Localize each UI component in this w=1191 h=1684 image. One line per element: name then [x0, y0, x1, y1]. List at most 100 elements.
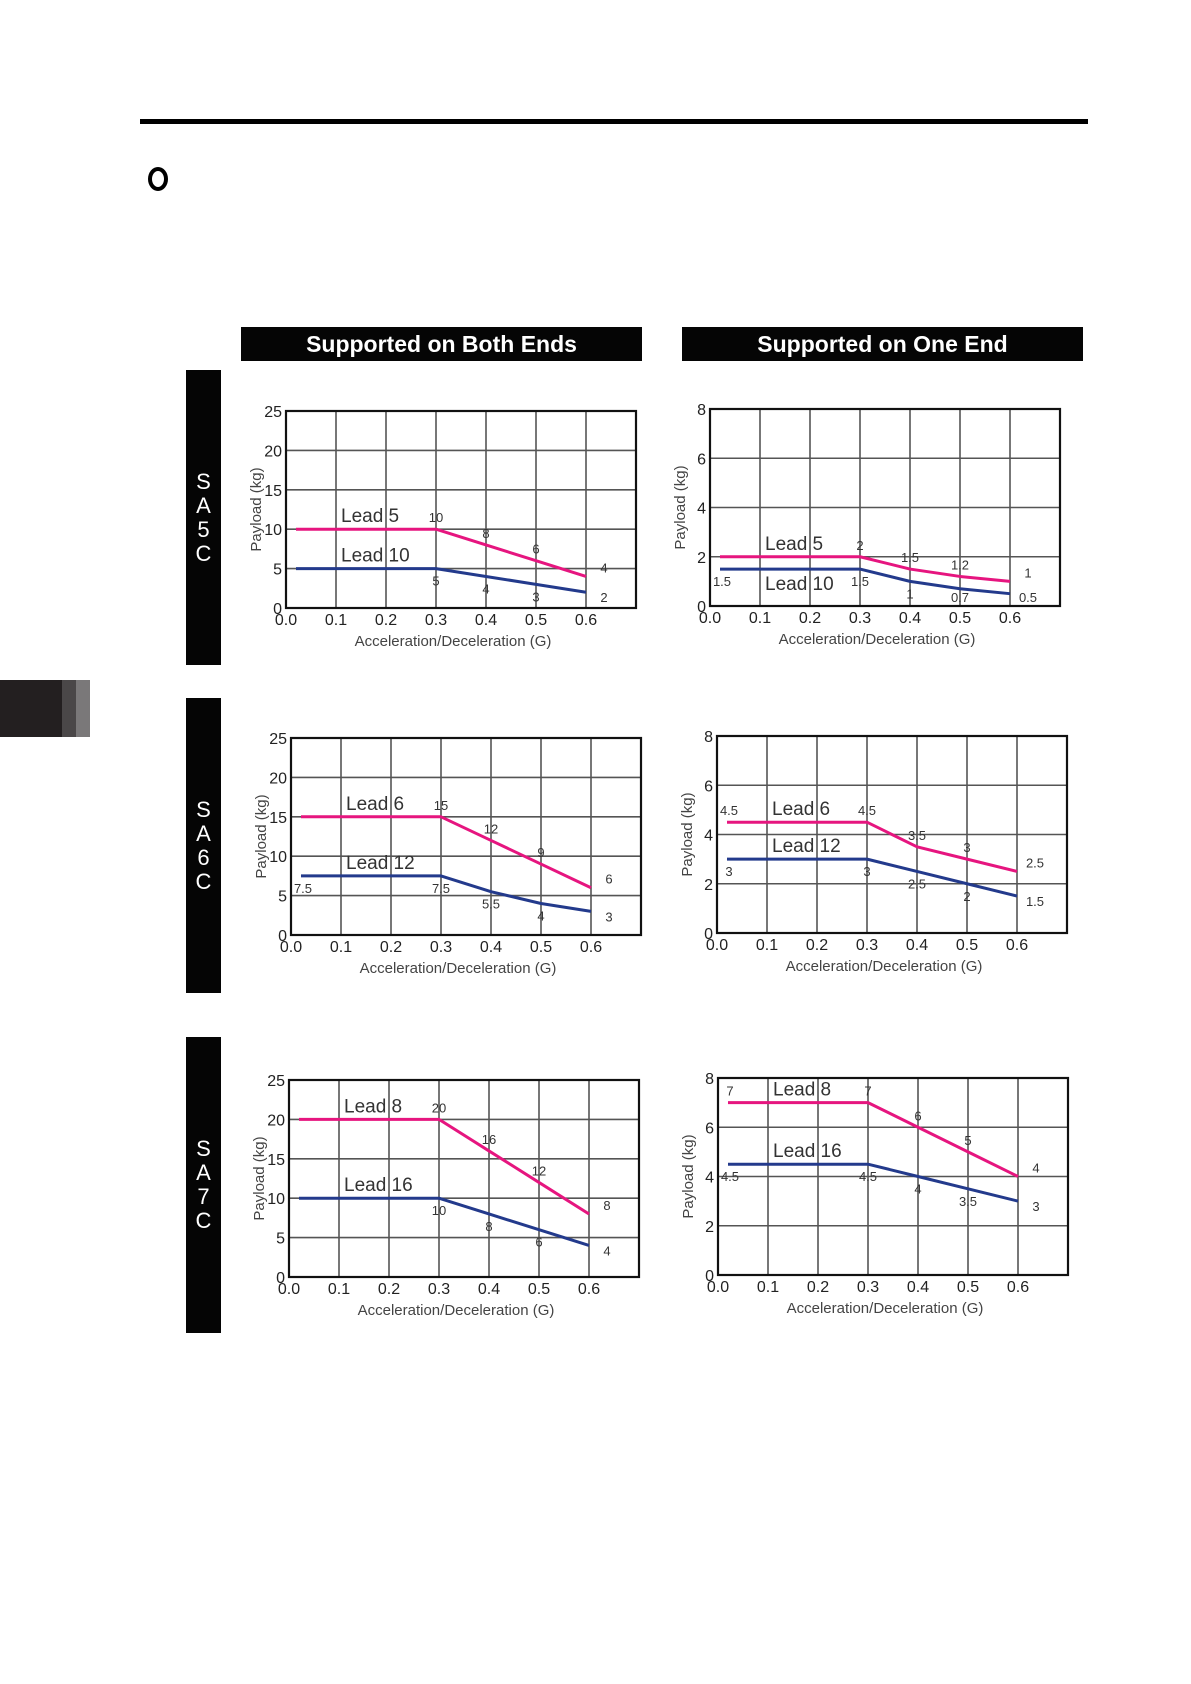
- data-label: 4: [537, 908, 544, 923]
- x-tick-label: 0.0: [278, 1281, 300, 1298]
- y-tick-label: 2: [697, 550, 706, 567]
- x-tick-label: 0.6: [575, 612, 597, 629]
- series-name-label: Lead 6: [772, 799, 830, 820]
- y-tick-label: 6: [704, 778, 713, 795]
- data-label: 12: [484, 821, 498, 836]
- data-label: 4: [914, 1182, 921, 1197]
- data-label: 15: [434, 798, 448, 813]
- data-label: 4: [600, 560, 607, 575]
- x-tick-label: 0.1: [330, 939, 352, 956]
- series-name-label: Lead 16: [773, 1141, 842, 1162]
- series-name-label: Lead 5: [765, 534, 823, 555]
- header-one-end: Supported on One End: [682, 327, 1083, 361]
- x-tick-label: 0.4: [480, 939, 502, 956]
- series-line-lead-10: [296, 567, 587, 594]
- x-tick-label: 0.3: [849, 610, 871, 627]
- data-label: 4.5: [859, 1169, 877, 1184]
- x-tick-label: 0.4: [906, 937, 928, 954]
- data-label: 4: [482, 581, 489, 596]
- y-tick-label: 25: [264, 404, 282, 421]
- data-label: 1.5: [713, 574, 731, 589]
- x-tick-label: 0.5: [949, 610, 971, 627]
- x-tick-label: 0.2: [378, 1281, 400, 1298]
- data-label: 1.2: [951, 557, 969, 572]
- x-tick-label: 0.1: [757, 1279, 779, 1296]
- chart-sa6c-both-ends: 0 5 10 15 20 25 0.0 0.1 0.2 0.3 0.4 0.5 0.6 Accelerat…: [253, 731, 643, 977]
- data-label: 7.5: [432, 881, 450, 896]
- x-tick-label: 0.3: [428, 1281, 450, 1298]
- series-name-label: Lead 12: [772, 836, 841, 857]
- header-rule: [140, 119, 1088, 124]
- data-label: 4.5: [858, 803, 876, 818]
- chart-sa7c-one-end: 0 2 4 6 8 0.0 0.1 0.2 0.3 0.4 0.5 0.6 Acceleration/D…: [680, 1071, 1070, 1317]
- data-label: 7: [726, 1084, 733, 1099]
- data-label: 3.5: [908, 828, 926, 843]
- data-label: 3: [963, 840, 970, 855]
- y-tick-label: 5: [273, 562, 282, 579]
- data-label: 7: [864, 1084, 871, 1099]
- data-label: 3: [605, 909, 612, 924]
- data-label: 10: [432, 1203, 446, 1218]
- series-name-label: Lead 8: [344, 1096, 402, 1117]
- x-tick-label: 0.2: [375, 612, 397, 629]
- x-tick-label: 0.2: [807, 1279, 829, 1296]
- y-axis-label: Payload (kg): [248, 467, 265, 551]
- y-axis-label: Payload (kg): [680, 1134, 697, 1218]
- y-tick-label: 20: [267, 1112, 285, 1129]
- x-tick-label: 0.0: [699, 610, 721, 627]
- data-label: 20: [432, 1100, 446, 1115]
- y-tick-label: 20: [269, 770, 287, 787]
- plot-frame: [715, 734, 1069, 935]
- plot-frame: [289, 736, 643, 937]
- y-tick-label: 0: [273, 601, 282, 618]
- x-tick-label: 0.3: [857, 1279, 879, 1296]
- data-label: 12: [532, 1163, 546, 1178]
- x-tick-label: 0.5: [957, 1279, 979, 1296]
- chart-sa5c-one-end: 0 2 4 6 8 0.0 0.1 0.2 0.3 0.4 0.5 0.6 Acceleration/D…: [672, 402, 1062, 648]
- data-label: 6: [535, 1235, 542, 1250]
- data-label: 2: [600, 590, 607, 605]
- data-label: 6: [914, 1108, 921, 1123]
- row-label-sa6c-box: SA6C: [186, 698, 221, 993]
- y-tick-label: 10: [269, 849, 287, 866]
- y-tick-label: 4: [705, 1170, 714, 1187]
- x-tick-label: 0.3: [430, 939, 452, 956]
- y-tick-label: 2: [705, 1219, 714, 1236]
- y-tick-label: 8: [697, 402, 706, 419]
- y-tick-label: 4: [697, 501, 706, 518]
- data-label: 7.5: [294, 881, 312, 896]
- data-label: 2.5: [1026, 855, 1044, 870]
- row-label-sa7c-box: SA7C: [186, 1037, 221, 1333]
- series-name-label: Lead 8: [773, 1080, 831, 1101]
- y-tick-label: 0: [697, 599, 706, 616]
- data-label: 1.5: [1026, 894, 1044, 909]
- x-tick-label: 0.2: [806, 937, 828, 954]
- data-label: 1.5: [851, 574, 869, 589]
- data-label: 1: [1024, 565, 1031, 580]
- x-axis-label: Acceleration/Deceleration (G): [358, 1302, 555, 1319]
- data-label: 0.5: [1019, 590, 1037, 605]
- data-label: 3.5: [959, 1194, 977, 1209]
- chapter-side-tab: [0, 680, 90, 737]
- x-tick-label: 0.6: [1006, 937, 1028, 954]
- x-tick-label: 0.0: [275, 612, 297, 629]
- series-name-label: Lead 5: [341, 506, 399, 527]
- row-label-sa5c-box: SA5C: [186, 370, 221, 665]
- series-name-label: Lead 10: [765, 574, 834, 595]
- y-tick-label: 0: [705, 1268, 714, 1285]
- y-tick-label: 25: [267, 1073, 285, 1090]
- y-tick-label: 25: [269, 731, 287, 748]
- x-tick-label: 0.5: [525, 612, 547, 629]
- y-tick-label: 8: [704, 729, 713, 746]
- data-label: 2.5: [908, 876, 926, 891]
- x-axis-label: Acceleration/Deceleration (G): [360, 960, 557, 977]
- data-label: 4: [603, 1243, 610, 1258]
- y-tick-label: 8: [705, 1071, 714, 1088]
- x-tick-label: 0.0: [707, 1279, 729, 1296]
- x-tick-label: 0.4: [475, 612, 497, 629]
- series-name-label: Lead 12: [346, 853, 415, 874]
- series-name-label: Lead 16: [344, 1175, 413, 1196]
- x-tick-label: 0.3: [425, 612, 447, 629]
- y-tick-label: 0: [704, 926, 713, 943]
- y-tick-label: 4: [704, 828, 713, 845]
